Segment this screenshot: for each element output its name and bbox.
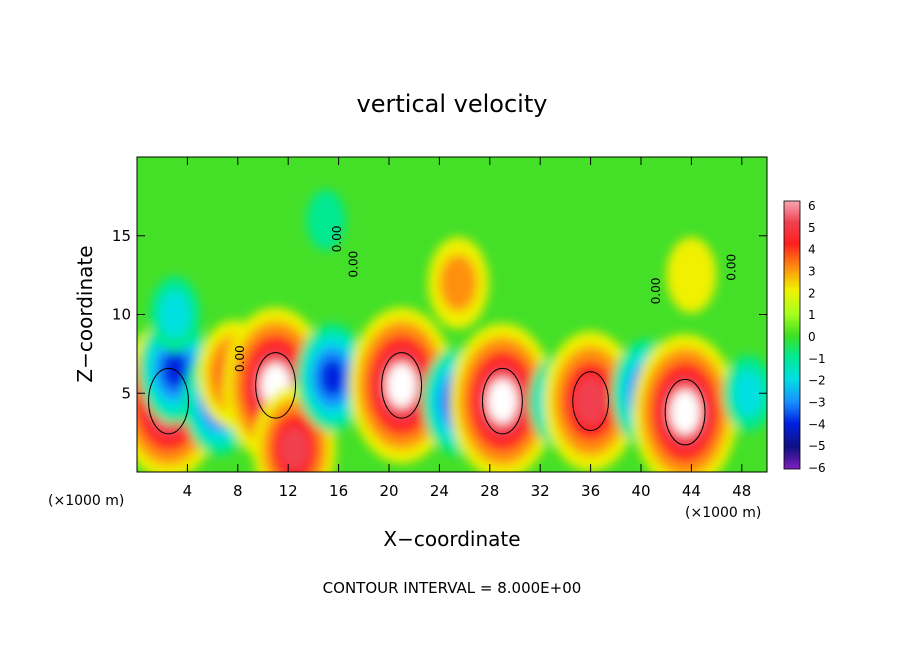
contour-label-2: 0.00 xyxy=(347,251,361,278)
heat-blob-17-level-1 xyxy=(732,369,764,417)
y-tick-label-2: 15 xyxy=(112,227,131,245)
heat-blob-16 xyxy=(666,237,717,314)
heat-blob-17 xyxy=(723,355,767,432)
heat-blob-15-level-4 xyxy=(670,389,701,435)
heatmap-layer xyxy=(137,190,767,472)
colorbar-tick-label-7: −1 xyxy=(808,352,826,366)
x-tick-label-3: 16 xyxy=(329,482,348,500)
y-tick-label-0: 5 xyxy=(121,384,131,402)
x-tick-label-0: 4 xyxy=(183,482,193,500)
x-tick-label-6: 28 xyxy=(480,482,499,500)
colorbar-gradient xyxy=(783,200,801,470)
plot-area xyxy=(137,157,767,472)
colorbar-tick-label-5: 1 xyxy=(808,308,816,322)
x-tick-label-8: 36 xyxy=(581,482,600,500)
contour-layer xyxy=(148,352,706,446)
heat-blob-13-level-3 xyxy=(574,376,607,426)
colorbar-tick-label-10: −4 xyxy=(808,417,826,431)
contour-label-4: 0.00 xyxy=(725,254,739,281)
colorbar-tick-label-11: −5 xyxy=(808,439,826,453)
heat-blob-18-level-1 xyxy=(159,291,191,338)
heat-blob-19-level-0 xyxy=(306,190,346,250)
colorbar-ticks: 6 5 4 3 2 1 0 −1 −2 −3 −4 −5 −6 xyxy=(808,199,826,475)
colorbar-tick-label-4: 2 xyxy=(808,286,816,300)
x-tick-label-5: 24 xyxy=(430,482,449,500)
contour-line-0 xyxy=(148,367,189,435)
contour-line-1 xyxy=(255,352,297,419)
chart-title: vertical velocity xyxy=(357,90,548,118)
contour-interval-note: CONTOUR INTERVAL = 8.000E+00 xyxy=(323,579,582,597)
heat-blob-16-level-0 xyxy=(666,237,717,314)
colorbar-tick-label-3: 3 xyxy=(808,265,816,279)
colorbar-tick-label-6: 0 xyxy=(808,330,816,344)
colorbar-tick-label-0: 6 xyxy=(808,199,816,213)
x-axis: 4 8 12 16 20 24 28 32 36 40 44 48 xyxy=(183,157,751,500)
heat-blob-8-level-4 xyxy=(386,363,417,408)
contour-label-0: 0.00 xyxy=(233,345,247,372)
x-tick-label-4: 20 xyxy=(379,482,398,500)
x-axis-label: X−coordinate xyxy=(383,527,520,551)
y-axis-label: Z−coordinate xyxy=(73,245,97,382)
contour-line-3 xyxy=(481,367,523,435)
heat-blob-11 xyxy=(427,237,489,329)
heat-blob-19 xyxy=(306,190,346,250)
x-tick-label-9: 40 xyxy=(631,482,650,500)
colorbar-tick-label-9: −3 xyxy=(808,396,826,410)
colorbar-tick-label-2: 4 xyxy=(808,243,816,257)
contour-label-3: 0.00 xyxy=(649,278,663,305)
heat-blob-15 xyxy=(632,334,738,472)
colorbar-tick-label-1: 5 xyxy=(808,221,816,235)
contour-labels: 0.000.000.000.000.00 xyxy=(233,226,738,372)
y-axis: 5 10 15 xyxy=(112,227,767,402)
heat-blob-7-level-3 xyxy=(319,358,345,397)
x-tick-label-2: 12 xyxy=(279,482,298,500)
heat-blob-10 xyxy=(449,323,555,472)
x-unit-label-right: (×1000 m) xyxy=(685,505,761,521)
colorbar: 6 5 4 3 2 1 0 −1 −2 −3 −4 −5 −6 xyxy=(783,199,826,475)
x-tick-label-11: 48 xyxy=(732,482,751,500)
heat-blob-6-level-3 xyxy=(280,426,309,470)
contour-line-4 xyxy=(572,371,609,432)
x-tick-label-1: 8 xyxy=(233,482,243,500)
heat-blob-18 xyxy=(149,276,200,353)
heat-blob-11-level-1 xyxy=(439,254,478,312)
x-unit-label-left: (×1000 m) xyxy=(48,493,124,509)
y-tick-label-1: 10 xyxy=(112,306,131,324)
x-tick-label-7: 32 xyxy=(531,482,550,500)
colorbar-tick-label-8: −2 xyxy=(808,374,826,388)
colorbar-tick-label-12: −6 xyxy=(808,461,826,475)
heat-blob-10-level-4 xyxy=(487,378,518,424)
contour-line-2 xyxy=(381,352,423,419)
x-tick-label-10: 44 xyxy=(682,482,701,500)
heat-blob-7 xyxy=(296,323,369,432)
contour-line-5 xyxy=(664,378,706,446)
contour-label-1: 0.00 xyxy=(330,226,344,253)
